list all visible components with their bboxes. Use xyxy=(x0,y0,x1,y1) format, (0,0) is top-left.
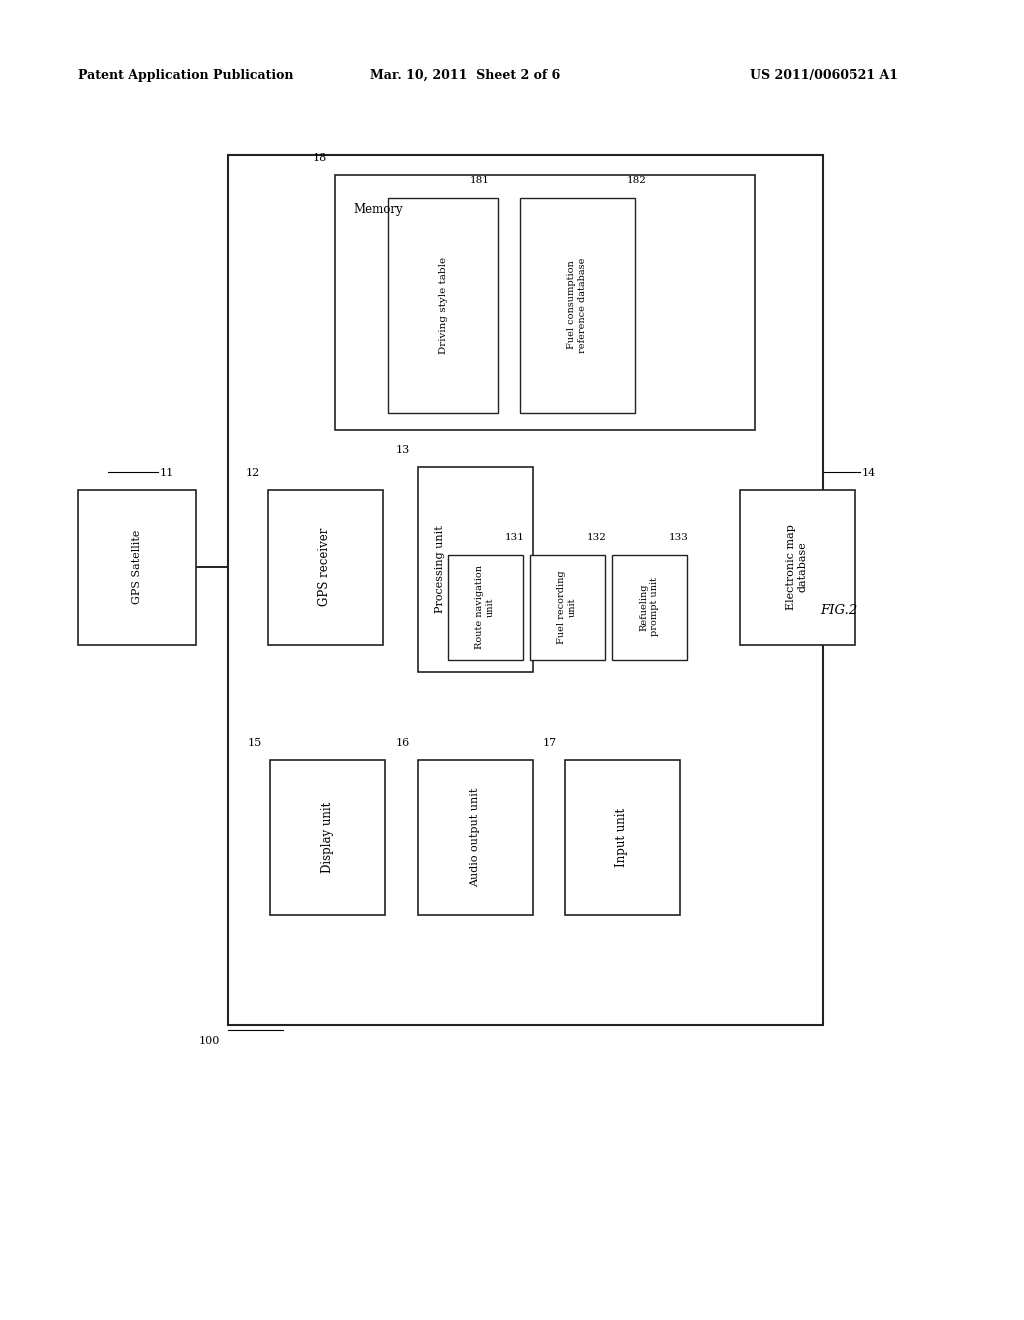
Text: Mar. 10, 2011  Sheet 2 of 6: Mar. 10, 2011 Sheet 2 of 6 xyxy=(370,69,560,82)
Bar xyxy=(78,490,196,645)
Text: FIG.2: FIG.2 xyxy=(820,603,857,616)
Bar xyxy=(335,176,755,430)
Text: Patent Application Publication: Patent Application Publication xyxy=(78,69,294,82)
Text: Display unit: Display unit xyxy=(321,801,334,873)
Bar xyxy=(228,154,823,1026)
Bar xyxy=(418,467,534,672)
Bar xyxy=(612,554,687,660)
Text: 15: 15 xyxy=(248,738,262,748)
Bar xyxy=(520,198,635,413)
Bar xyxy=(388,198,498,413)
Text: 13: 13 xyxy=(395,445,410,455)
Bar xyxy=(740,490,855,645)
Text: 133: 133 xyxy=(669,533,689,543)
Text: 131: 131 xyxy=(505,533,525,543)
Text: 17: 17 xyxy=(543,738,557,748)
Text: US 2011/0060521 A1: US 2011/0060521 A1 xyxy=(750,69,898,82)
Text: 16: 16 xyxy=(395,738,410,748)
Text: Driving style table: Driving style table xyxy=(438,256,447,354)
Text: 11: 11 xyxy=(160,469,174,478)
Text: Input unit: Input unit xyxy=(615,808,629,866)
Bar xyxy=(449,554,523,660)
Text: Audio output unit: Audio output unit xyxy=(470,787,480,887)
Text: 12: 12 xyxy=(246,469,260,478)
Bar xyxy=(418,760,534,915)
Bar xyxy=(530,554,605,660)
Bar xyxy=(565,760,680,915)
Text: 182: 182 xyxy=(627,176,647,185)
Text: Fuel consumption
reference database: Fuel consumption reference database xyxy=(567,257,587,352)
Text: 18: 18 xyxy=(312,153,327,162)
Text: Processing unit: Processing unit xyxy=(435,525,445,612)
Bar xyxy=(268,490,383,645)
Text: GPS receiver: GPS receiver xyxy=(318,528,332,606)
Text: 14: 14 xyxy=(862,469,877,478)
Text: 132: 132 xyxy=(587,533,607,543)
Text: GPS Satellite: GPS Satellite xyxy=(132,529,142,605)
Bar xyxy=(270,760,385,915)
Text: Refueling
prompt unit: Refueling prompt unit xyxy=(639,578,658,636)
Text: 100: 100 xyxy=(199,1036,220,1045)
Text: Route navigation
unit: Route navigation unit xyxy=(475,565,495,649)
Text: Memory: Memory xyxy=(353,203,402,216)
Text: Electronic map
database: Electronic map database xyxy=(786,524,808,610)
Text: Fuel recording
unit: Fuel recording unit xyxy=(557,570,577,644)
Text: 181: 181 xyxy=(470,176,489,185)
